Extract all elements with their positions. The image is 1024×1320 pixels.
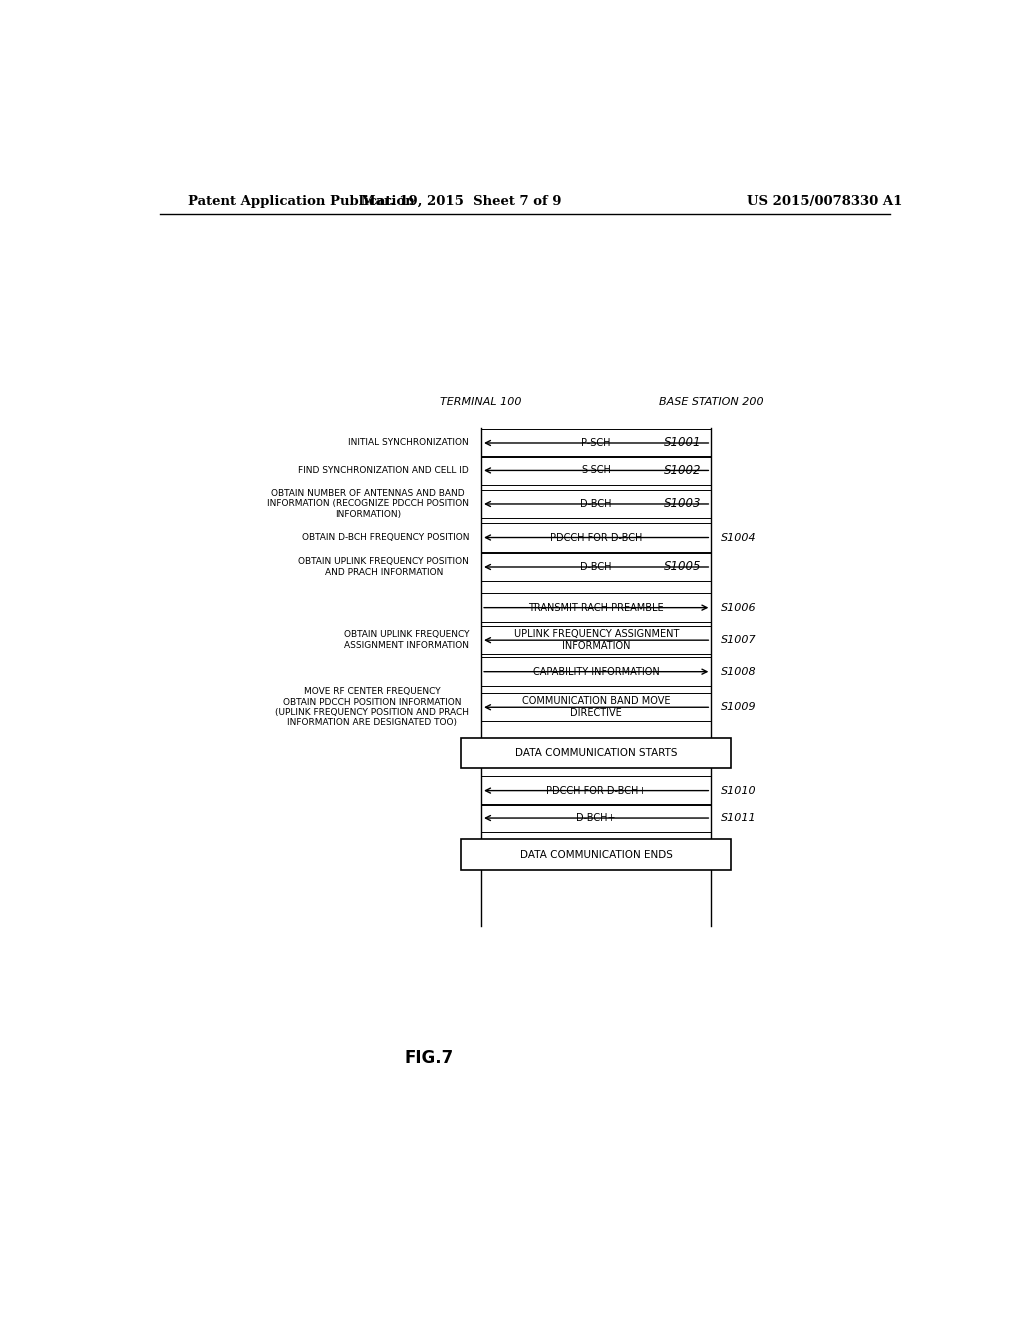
Text: D-BCH+: D-BCH+ — [577, 813, 616, 824]
Text: PDCCH FOR D-BCH: PDCCH FOR D-BCH — [550, 532, 642, 543]
Text: UPLINK FREQUENCY ASSIGNMENT
INFORMATION: UPLINK FREQUENCY ASSIGNMENT INFORMATION — [514, 630, 679, 651]
Text: OBTAIN UPLINK FREQUENCY
ASSIGNMENT INFORMATION: OBTAIN UPLINK FREQUENCY ASSIGNMENT INFOR… — [344, 631, 469, 649]
Text: P-SCH: P-SCH — [582, 438, 611, 447]
Text: OBTAIN NUMBER OF ANTENNAS AND BAND
INFORMATION (RECOGNIZE PDCCH POSITION
INFORMA: OBTAIN NUMBER OF ANTENNAS AND BAND INFOR… — [267, 490, 469, 519]
Text: FIND SYNCHRONIZATION AND CELL ID: FIND SYNCHRONIZATION AND CELL ID — [299, 466, 469, 475]
Bar — [461, 840, 731, 870]
Text: TRANSMIT RACH PREAMBLE: TRANSMIT RACH PREAMBLE — [528, 603, 664, 612]
Text: S-SCH: S-SCH — [582, 466, 611, 475]
Text: S1003: S1003 — [665, 498, 701, 511]
Text: S1002: S1002 — [665, 463, 701, 477]
Text: CAPABILITY INFORMATION: CAPABILITY INFORMATION — [532, 667, 659, 677]
Text: S1006: S1006 — [721, 603, 757, 612]
Text: S1010: S1010 — [721, 785, 757, 796]
Text: TERMINAL 100: TERMINAL 100 — [440, 397, 522, 408]
Text: INITIAL SYNCHRONIZATION: INITIAL SYNCHRONIZATION — [348, 438, 469, 447]
Text: D-BCH: D-BCH — [581, 562, 612, 572]
Text: D-BCH: D-BCH — [581, 499, 612, 510]
Bar — [461, 738, 731, 768]
Text: DATA COMMUNICATION STARTS: DATA COMMUNICATION STARTS — [515, 748, 678, 758]
Text: US 2015/0078330 A1: US 2015/0078330 A1 — [748, 194, 902, 207]
Text: FIG.7: FIG.7 — [404, 1049, 455, 1067]
Text: OBTAIN D-BCH FREQUENCY POSITION: OBTAIN D-BCH FREQUENCY POSITION — [302, 533, 469, 543]
Text: COMMUNICATION BAND MOVE
DIRECTIVE: COMMUNICATION BAND MOVE DIRECTIVE — [522, 697, 671, 718]
Text: DATA COMMUNICATION ENDS: DATA COMMUNICATION ENDS — [520, 850, 673, 859]
Text: MOVE RF CENTER FREQUENCY
OBTAIN PDCCH POSITION INFORMATION
(UPLINK FREQUENCY POS: MOVE RF CENTER FREQUENCY OBTAIN PDCCH PO… — [275, 688, 469, 727]
Text: S1011: S1011 — [721, 813, 757, 824]
Text: BASE STATION 200: BASE STATION 200 — [659, 397, 764, 408]
Text: S1005: S1005 — [665, 561, 701, 573]
Text: S1001: S1001 — [665, 437, 701, 450]
Text: Mar. 19, 2015  Sheet 7 of 9: Mar. 19, 2015 Sheet 7 of 9 — [361, 194, 561, 207]
Text: OBTAIN UPLINK FREQUENCY POSITION
AND PRACH INFORMATION: OBTAIN UPLINK FREQUENCY POSITION AND PRA… — [298, 557, 469, 577]
Text: S1008: S1008 — [721, 667, 757, 677]
Text: S1004: S1004 — [721, 532, 757, 543]
Text: S1007: S1007 — [721, 635, 757, 645]
Text: Patent Application Publication: Patent Application Publication — [187, 194, 415, 207]
Text: PDCCH FOR D-BCH+: PDCCH FOR D-BCH+ — [546, 785, 646, 796]
Text: S1009: S1009 — [721, 702, 757, 713]
